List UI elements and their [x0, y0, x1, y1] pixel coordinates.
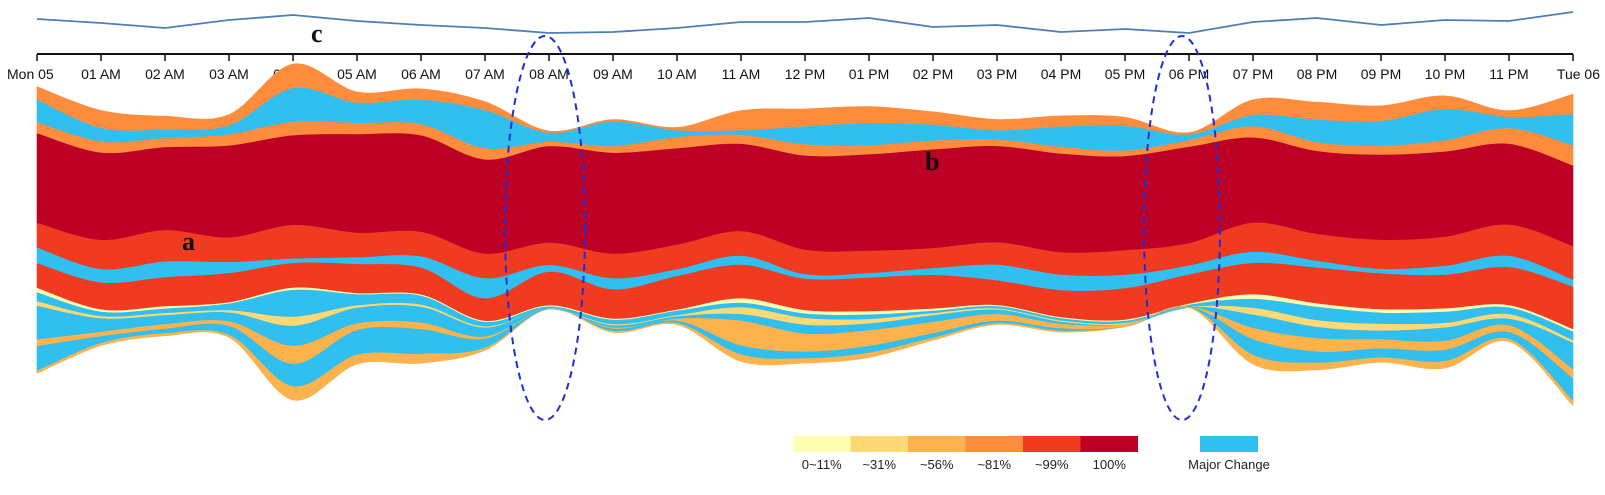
x-tick-label: 09 PM: [1361, 66, 1401, 82]
x-tick-label: 01 AM: [81, 66, 121, 82]
x-tick-label: Tue 06: [1557, 66, 1600, 82]
x-tick-label: 10 AM: [657, 66, 697, 82]
legend-label: Major Change: [1188, 457, 1270, 472]
legend-swatch: [1080, 436, 1138, 452]
x-tick-label: 08 PM: [1297, 66, 1337, 82]
x-tick-label: Mon 05: [7, 66, 54, 82]
legend-label: 100%: [1093, 457, 1127, 472]
annotation-c: c: [311, 19, 323, 48]
streamgraph: [36, 63, 1574, 407]
overview-line-panel: [36, 11, 1574, 34]
legend-label: ~81%: [977, 457, 1011, 472]
x-tick-label: 11 AM: [722, 66, 761, 82]
highlight-ellipse-08am: [504, 35, 586, 421]
x-tick-label: 09 AM: [593, 66, 633, 82]
legend-swatch: [1023, 436, 1081, 452]
annotation-a: a: [182, 227, 195, 256]
stream-layer-13: [36, 305, 1574, 407]
x-tick-label: 07 PM: [1233, 66, 1273, 82]
highlight-ellipses: [504, 35, 1221, 421]
x-tick-label: 05 AM: [337, 66, 377, 82]
x-tick-label: 03 AM: [209, 66, 249, 82]
legend-label: ~31%: [862, 457, 896, 472]
x-tick-label: 03 PM: [977, 66, 1017, 82]
legend: 0~11% ~31% ~56% ~81% ~99% 100% Major Change: [793, 436, 1270, 472]
overview-line: [36, 11, 1574, 34]
x-tick-label: 02 AM: [145, 66, 185, 82]
x-tick-label: 01 PM: [849, 66, 889, 82]
annotation-b: b: [925, 147, 939, 176]
x-tick-label: 08 AM: [529, 66, 569, 82]
legend-label: 0~11%: [802, 457, 842, 472]
x-tick-label: 11 PM: [1489, 66, 1528, 82]
x-tick-label: 06 AM: [401, 66, 441, 82]
annotations: a b c: [182, 19, 939, 256]
x-tick-label: 06 PM: [1169, 66, 1209, 82]
legend-swatch: [1200, 436, 1258, 452]
x-tick-label: 05 PM: [1105, 66, 1145, 82]
x-tick-label: 07 AM: [465, 66, 505, 82]
highlight-ellipse-06pm: [1143, 35, 1221, 421]
x-tick-label: 02 PM: [913, 66, 953, 82]
legend-label: ~56%: [920, 457, 954, 472]
legend-label: ~99%: [1035, 457, 1069, 472]
x-tick-label: 10 PM: [1425, 66, 1465, 82]
x-tick-label: 12 PM: [785, 66, 825, 82]
x-tick-label: 04 PM: [1041, 66, 1081, 82]
legend-swatch: [965, 436, 1023, 452]
legend-swatch: [793, 436, 851, 452]
legend-swatch: [850, 436, 908, 452]
legend-swatch: [908, 436, 966, 452]
